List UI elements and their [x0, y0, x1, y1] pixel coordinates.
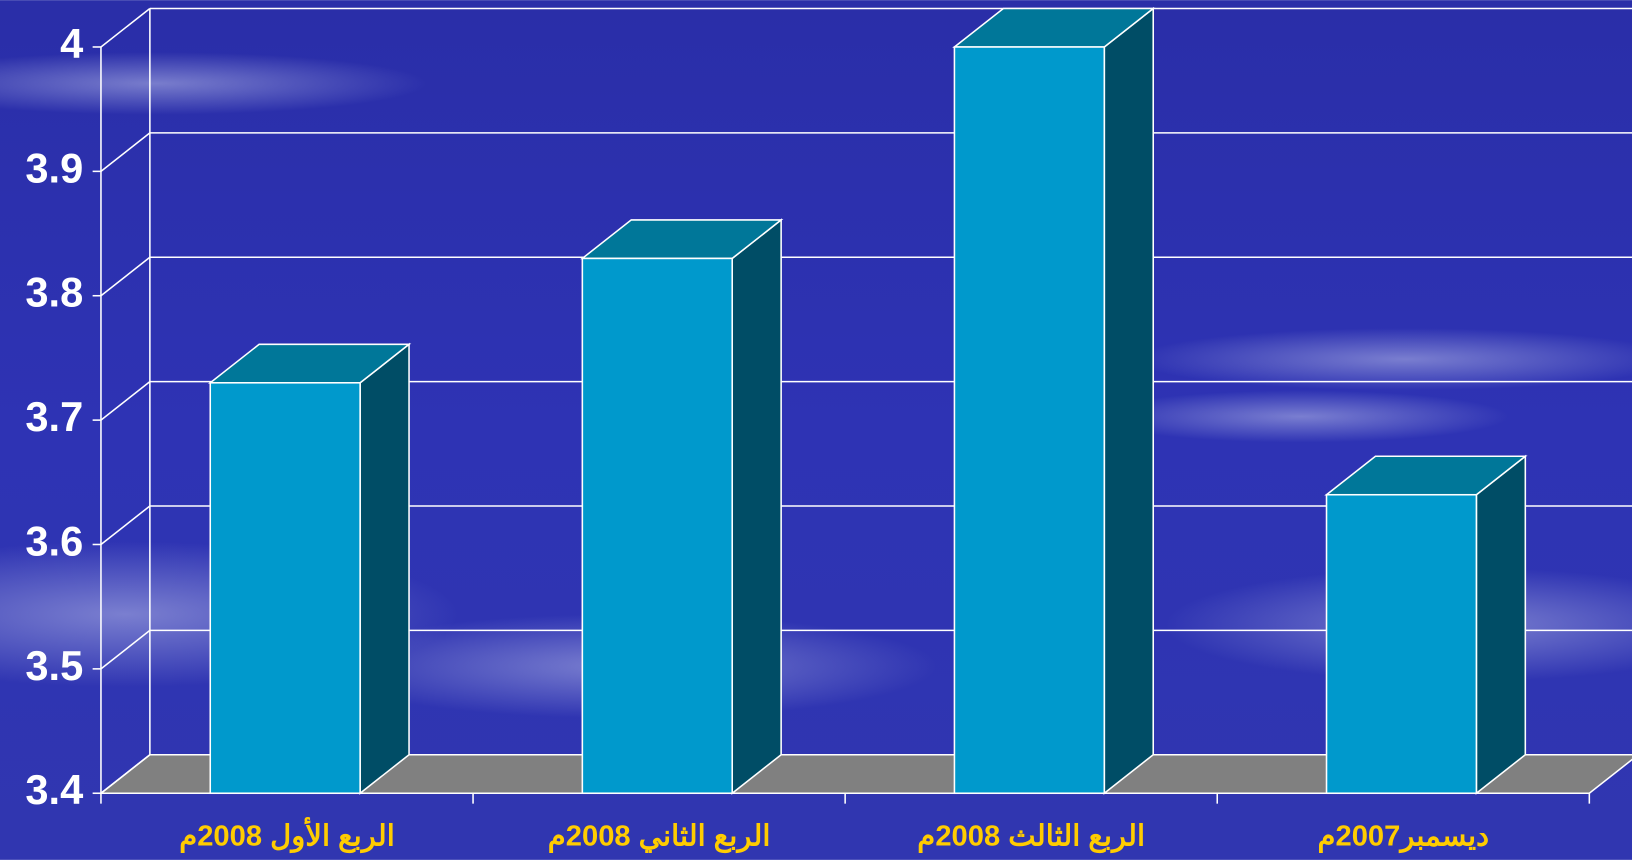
grid-diagonal [100, 505, 151, 546]
bar-side [359, 342, 410, 795]
y-tick-label: 3.9 [25, 144, 83, 191]
bar [953, 46, 1106, 795]
y-tick-label: 3.5 [25, 642, 83, 689]
cloud [0, 52, 427, 115]
grid-diagonal [100, 380, 151, 421]
y-tick-label: 3.8 [25, 269, 83, 316]
grid-diagonal [100, 256, 151, 297]
y-tick-label: 3.4 [25, 766, 83, 813]
cloud [1134, 328, 1632, 391]
y-tick-label: 4 [60, 20, 83, 67]
bar [1325, 493, 1478, 795]
grid-diagonal [100, 754, 151, 794]
bar-side [731, 218, 782, 795]
bar [209, 382, 361, 795]
x-tick-label: الربع الثالث 2008م [917, 821, 1145, 854]
x-tick-label: الربع الأول 2008م [179, 818, 395, 854]
y-tick-label: 3.6 [25, 517, 83, 564]
x-tick-label: الربع الثاني 2008م [548, 821, 771, 854]
grid-diagonal [100, 132, 151, 172]
bar-side [1475, 454, 1527, 795]
bar [581, 257, 733, 795]
y-tick-label: 3.7 [25, 393, 83, 440]
cloud [1092, 390, 1510, 443]
x-tick-label: ديسمبر2007م [1317, 821, 1489, 854]
grid-diagonal [100, 629, 151, 670]
bar-side [1103, 6, 1155, 795]
grid-diagonal [100, 7, 151, 48]
